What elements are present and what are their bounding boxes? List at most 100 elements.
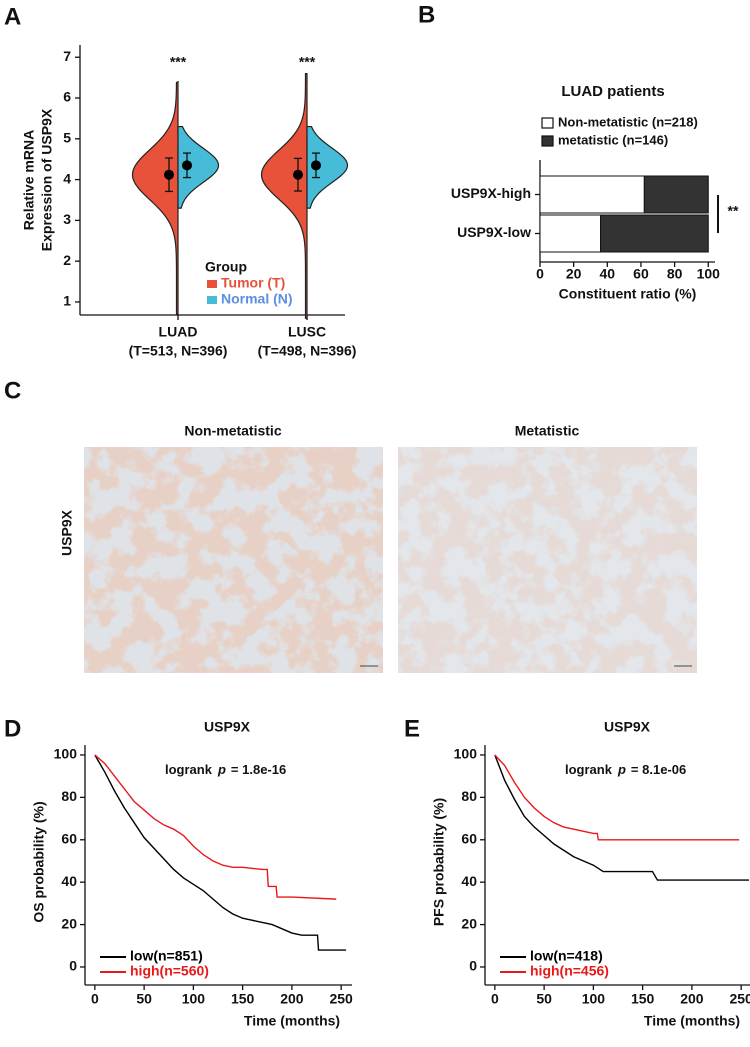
panel-letter: B <box>418 1 435 28</box>
y-tick-label: 20 <box>61 915 77 931</box>
x-tick-label: 40 <box>600 266 616 282</box>
x-tick-label: 100 <box>582 991 606 1007</box>
x-tick-label: 60 <box>633 266 649 282</box>
x-axis-label: Time (months) <box>644 1013 740 1029</box>
stat-label: logrank <box>565 762 613 777</box>
y-tick-label: 40 <box>461 873 477 889</box>
significance: *** <box>299 54 316 70</box>
survival-curve <box>94 754 347 951</box>
x-tick-note: (T=513, N=396) <box>129 343 228 359</box>
x-tick-label: 0 <box>491 991 499 1007</box>
y-axis-label: Expression of USP9X <box>39 108 55 251</box>
x-tick-label: 100 <box>697 266 721 282</box>
x-axis-label: Constituent ratio (%) <box>559 286 697 302</box>
x-tick-label: 200 <box>280 991 304 1007</box>
panel-letter: A <box>4 3 21 30</box>
micrograph-texture <box>398 447 697 673</box>
bar-segment <box>539 214 602 253</box>
bar-segment <box>600 214 709 253</box>
y-tick-label: 100 <box>454 746 478 762</box>
y-tick-label: 60 <box>61 830 77 846</box>
x-tick-label: LUAD <box>159 324 198 340</box>
micrograph-texture <box>84 447 383 673</box>
legend-label: Tumor (T) <box>221 275 285 291</box>
legend-label: low(n=851) <box>130 948 203 964</box>
violin <box>260 72 308 319</box>
y-tick-label: 0 <box>69 958 77 974</box>
y-tick-label: 100 <box>54 746 78 762</box>
panel-letter: D <box>4 715 21 742</box>
legend-label: low(n=418) <box>530 948 603 964</box>
stat-value: = 1.8e-16 <box>231 762 286 777</box>
y-axis-label: PFS probability (%) <box>431 798 447 926</box>
bar-segment <box>539 175 645 214</box>
x-tick-label: 150 <box>231 991 255 1007</box>
legend-label: metatistic (n=146) <box>558 132 668 147</box>
stat-value: = 8.1e-06 <box>631 762 686 777</box>
x-tick-label: LUSC <box>288 324 326 340</box>
legend-swatch <box>207 296 217 304</box>
row-label: USP9X <box>59 509 75 556</box>
x-tick-note: (T=498, N=396) <box>258 343 357 359</box>
stat-p: p <box>217 762 226 777</box>
violin <box>306 125 349 209</box>
stat-label: logrank <box>165 762 213 777</box>
image-panel <box>84 447 697 673</box>
legend-swatch <box>541 135 554 147</box>
x-tick-label: 0 <box>91 991 99 1007</box>
stat-p: p <box>617 762 626 777</box>
chart-title: LUAD patients <box>561 83 664 100</box>
chart-title: USP9X <box>604 719 651 735</box>
x-tick-label: 50 <box>136 991 152 1007</box>
x-tick-label: 150 <box>631 991 655 1007</box>
y-tick-label: 0 <box>469 958 477 974</box>
survival-curve <box>494 754 740 841</box>
chart-title: USP9X <box>204 719 251 735</box>
image-title: Non-metatistic <box>184 423 281 439</box>
significance: ** <box>728 203 739 219</box>
legend-label: Non-metatistic (n=218) <box>558 114 698 129</box>
panel-letter: E <box>404 715 420 742</box>
x-tick-label: 250 <box>329 991 353 1007</box>
significance: *** <box>170 54 187 70</box>
y-tick-label: 6 <box>63 89 71 105</box>
y-tick-label: USP9X-low <box>457 224 531 240</box>
x-tick-label: 200 <box>680 991 704 1007</box>
mean-point <box>293 169 303 180</box>
x-tick-label: 20 <box>566 266 582 282</box>
x-tick-label: 80 <box>667 266 683 282</box>
legend-swatch <box>541 117 554 129</box>
legend-title: Group <box>205 259 247 275</box>
y-axis-label: Relative mRNA <box>21 130 37 230</box>
survival-curve <box>494 754 750 881</box>
y-tick-label: 20 <box>461 915 477 931</box>
y-tick-label: 3 <box>63 211 71 227</box>
x-tick-label: 250 <box>729 991 750 1007</box>
y-tick-label: 80 <box>461 788 477 804</box>
y-tick-label: 5 <box>63 130 71 146</box>
y-tick-label: 40 <box>61 873 77 889</box>
x-tick-label: 0 <box>536 266 544 282</box>
image-title: Metatistic <box>515 423 580 439</box>
legend-swatch <box>207 280 217 288</box>
legend-label: Normal (N) <box>221 291 293 307</box>
y-tick-label: 7 <box>63 48 71 64</box>
panel-letter: C <box>4 377 21 404</box>
x-tick-label: 50 <box>536 991 552 1007</box>
y-tick-label: 2 <box>63 252 71 268</box>
y-tick-label: 1 <box>63 293 71 309</box>
stat-annotation: logrank p = 1.8e-16 <box>165 762 286 777</box>
violin <box>131 80 179 315</box>
mean-point <box>182 160 192 171</box>
y-tick-label: USP9X-high <box>451 185 531 201</box>
stat-annotation: logrank p = 8.1e-06 <box>565 762 686 777</box>
bar-segment <box>643 175 709 214</box>
legend-label: high(n=560) <box>130 963 209 979</box>
legend-label: high(n=456) <box>530 963 609 979</box>
x-tick-label: 100 <box>182 991 206 1007</box>
y-tick-label: 80 <box>61 788 77 804</box>
x-axis-label: Time (months) <box>244 1013 340 1029</box>
mean-point <box>311 160 321 171</box>
y-tick-label: 60 <box>461 830 477 846</box>
